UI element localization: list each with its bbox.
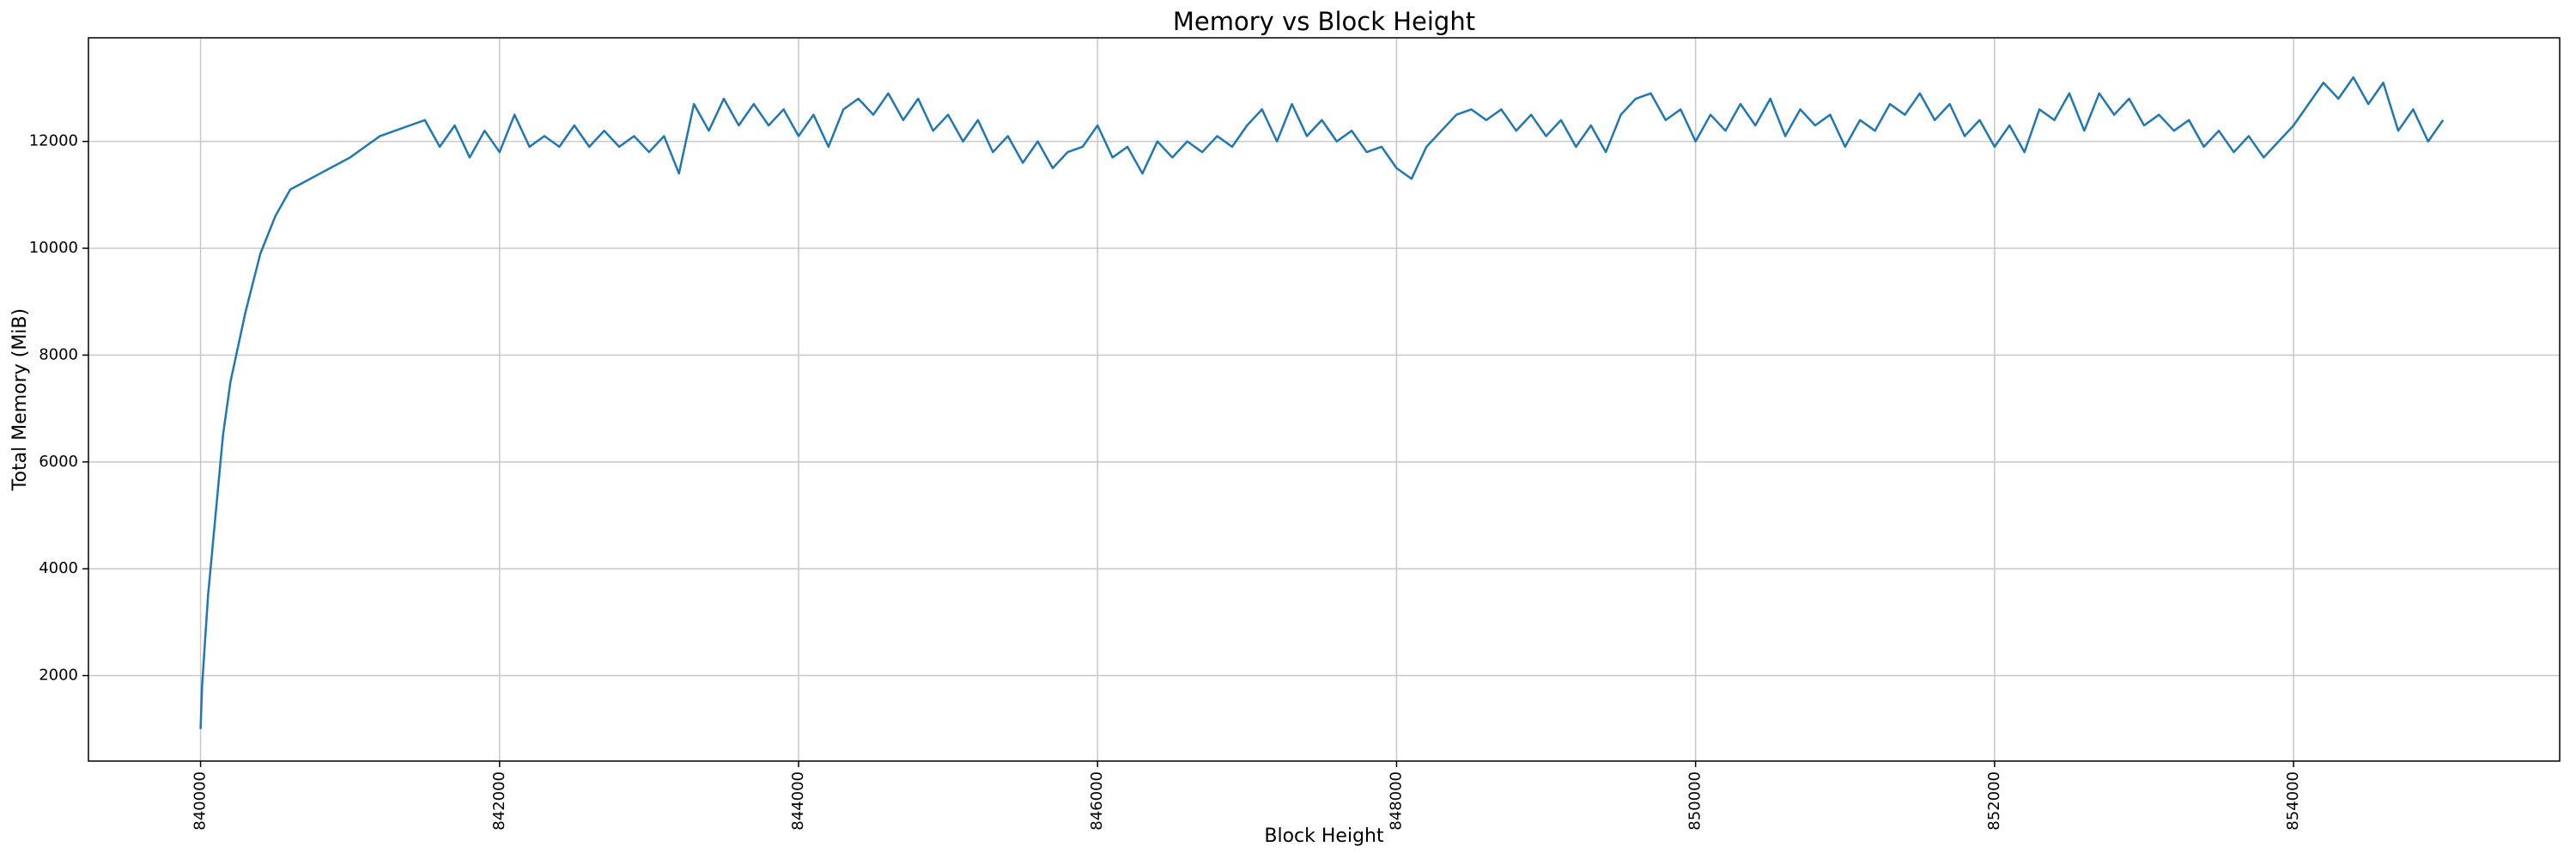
x-tick-label: 848000	[1387, 771, 1405, 831]
x-axis-label: Block Height	[1264, 825, 1384, 847]
x-tick-label: 844000	[789, 771, 807, 831]
x-tick-label: 842000	[490, 771, 508, 831]
y-tick-label: 12000	[29, 132, 78, 150]
x-tick-label: 840000	[191, 771, 210, 831]
y-axis-label: Total Memory (MiB)	[9, 308, 31, 491]
data-line	[199, 76, 2445, 729]
grid	[88, 38, 2560, 761]
x-tick-label: 850000	[1686, 771, 1704, 831]
x-tick-label: 846000	[1088, 771, 1106, 831]
x-tick-label: 852000	[1985, 771, 2003, 831]
y-tick-label: 6000	[39, 453, 78, 471]
y-tick-label: 8000	[39, 345, 78, 363]
y-tick-label: 10000	[29, 239, 78, 257]
x-tick-label: 854000	[2284, 771, 2302, 831]
plot-frame	[88, 37, 2561, 762]
chart-title: Memory vs Block Height	[1173, 7, 1475, 36]
y-tick-label: 4000	[39, 559, 78, 577]
y-tick-label: 2000	[39, 667, 78, 685]
